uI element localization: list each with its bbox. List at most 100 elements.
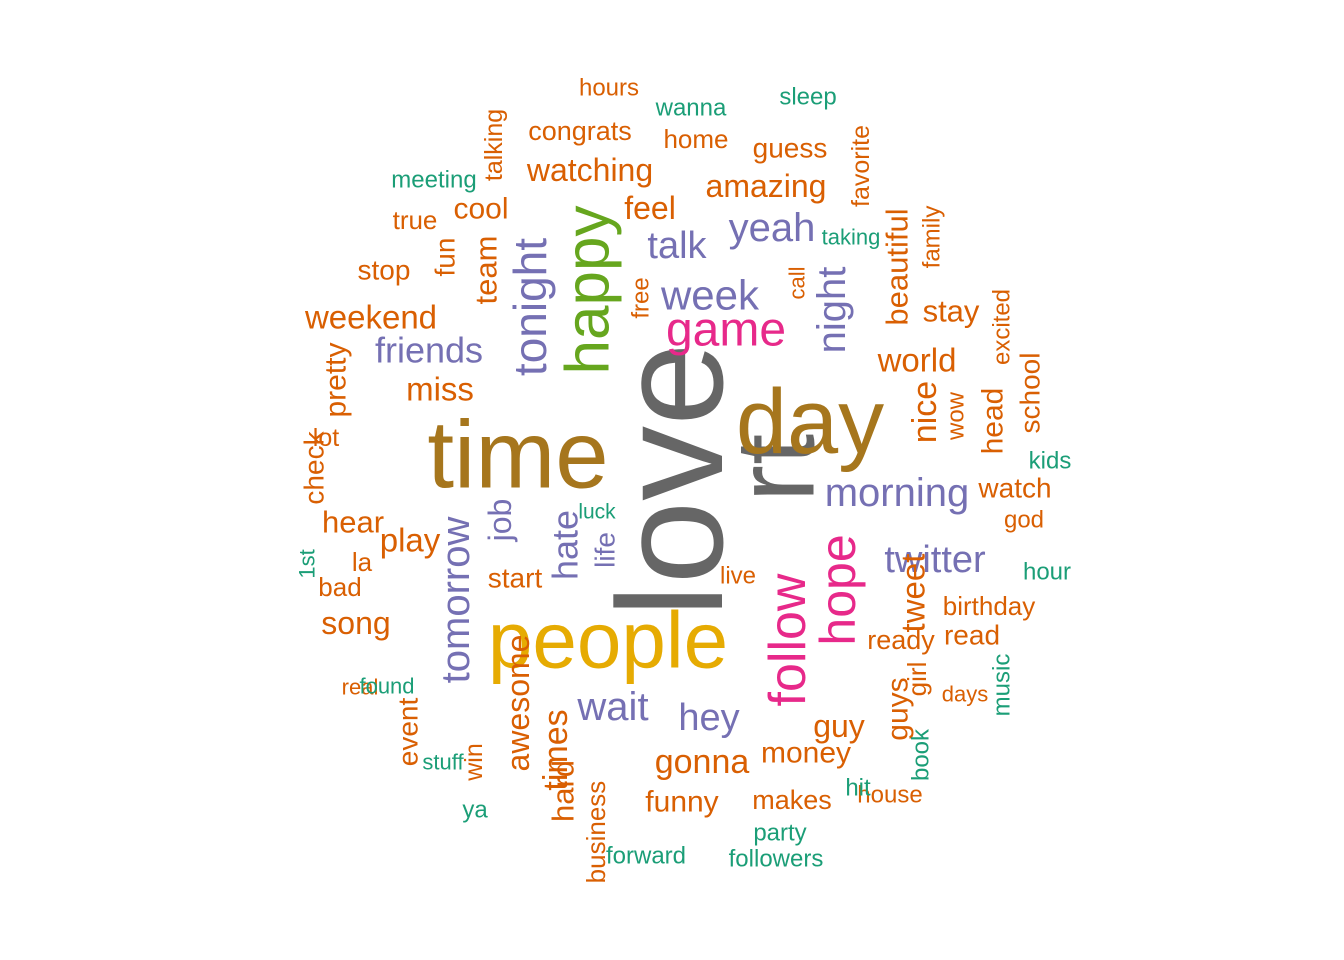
word-real: real bbox=[342, 675, 379, 700]
word-play: play bbox=[380, 522, 441, 559]
word-book: book bbox=[908, 728, 935, 781]
word-true: true bbox=[393, 205, 438, 235]
word-forward: forward bbox=[606, 843, 686, 870]
word-team: team bbox=[469, 236, 504, 305]
word-week: week bbox=[660, 272, 760, 319]
word-1st: 1st bbox=[295, 549, 320, 578]
word-talk: talk bbox=[647, 225, 707, 267]
word-stay: stay bbox=[923, 294, 980, 329]
word-miss: miss bbox=[406, 371, 474, 408]
word-awesome: awesome bbox=[500, 635, 536, 772]
word-found: found bbox=[359, 674, 414, 699]
word-hard: hard bbox=[546, 760, 581, 822]
word-happy: happy bbox=[554, 206, 623, 375]
word-love: love bbox=[586, 342, 754, 617]
word-ready: ready bbox=[867, 625, 935, 655]
word-favorite: favorite bbox=[847, 125, 875, 207]
word-time: time bbox=[427, 402, 608, 509]
word-free: free bbox=[628, 277, 655, 318]
word-luck: luck bbox=[578, 501, 616, 524]
word-family: family bbox=[919, 206, 946, 269]
word-morning: morning bbox=[825, 471, 970, 515]
word-hear: hear bbox=[322, 505, 384, 540]
word-hate: hate bbox=[545, 510, 586, 580]
word-makes: makes bbox=[752, 785, 832, 815]
word-excited: excited bbox=[989, 289, 1016, 365]
word-cool: cool bbox=[453, 193, 508, 226]
word-sleep: sleep bbox=[779, 84, 836, 111]
word-beautiful: beautiful bbox=[880, 208, 915, 325]
word-win: win bbox=[460, 743, 488, 782]
word-talking: talking bbox=[480, 109, 508, 181]
word-business: business bbox=[581, 781, 611, 884]
word-la: la bbox=[352, 547, 373, 577]
word-tonight: tonight bbox=[504, 238, 556, 376]
word-hey: hey bbox=[678, 697, 739, 739]
word-rt: rt bbox=[713, 434, 838, 502]
word-lot: lot bbox=[313, 424, 339, 452]
word-guy: guy bbox=[813, 708, 865, 744]
word-home: home bbox=[663, 124, 728, 154]
word-song: song bbox=[321, 605, 390, 641]
word-bad: bad bbox=[318, 572, 361, 602]
word-wanna: wanna bbox=[655, 95, 727, 122]
word-wait: wait bbox=[576, 685, 648, 729]
word-life: life bbox=[590, 532, 621, 568]
word-stuff: stuff bbox=[422, 750, 464, 775]
word-people: people bbox=[488, 596, 728, 685]
word-hour: hour bbox=[1023, 559, 1071, 586]
word-yeah: yeah bbox=[729, 206, 816, 250]
word-school: school bbox=[1015, 353, 1046, 434]
word-call: call bbox=[785, 266, 810, 299]
word-followers: followers bbox=[729, 846, 824, 873]
word-watching: watching bbox=[526, 152, 653, 188]
word-guys: guys bbox=[882, 677, 915, 740]
word-gonna: gonna bbox=[655, 743, 750, 781]
word-guess: guess bbox=[753, 133, 828, 164]
word-kids: kids bbox=[1029, 448, 1072, 475]
word-night: night bbox=[810, 267, 854, 354]
word-watch: watch bbox=[977, 473, 1051, 504]
word-live: live bbox=[720, 563, 756, 590]
word-feel: feel bbox=[624, 190, 676, 226]
word-head: head bbox=[977, 388, 1010, 455]
word-wow: wow bbox=[943, 391, 970, 441]
word-congrats: congrats bbox=[528, 116, 632, 146]
word-music: music bbox=[989, 654, 1016, 717]
word-ya: ya bbox=[462, 797, 488, 824]
word-funny: funny bbox=[645, 786, 718, 819]
word-tweet: tweet bbox=[895, 554, 932, 633]
word-follow: follow bbox=[759, 573, 817, 706]
word-start: start bbox=[488, 563, 543, 594]
word-times: times bbox=[537, 709, 575, 790]
word-game: game bbox=[666, 304, 786, 357]
word-tomorrow: tomorrow bbox=[434, 517, 478, 684]
word-days: days bbox=[942, 682, 988, 707]
word-event: event bbox=[393, 698, 424, 767]
word-fun: fun bbox=[430, 238, 461, 277]
word-weekend: weekend bbox=[304, 299, 437, 336]
word-day: day bbox=[736, 371, 884, 473]
word-pretty: pretty bbox=[320, 342, 353, 417]
word-hit: hit bbox=[845, 775, 871, 802]
word-taking: taking bbox=[822, 225, 881, 250]
word-world: world bbox=[877, 342, 957, 379]
word-meeting: meeting bbox=[391, 167, 476, 194]
word-god: god bbox=[1004, 507, 1044, 534]
word-friends: friends bbox=[375, 330, 483, 371]
word-house: house bbox=[857, 782, 922, 809]
word-read: read bbox=[944, 620, 1000, 651]
word-twitter: twitter bbox=[884, 539, 986, 581]
word-party: party bbox=[753, 820, 806, 847]
word-amazing: amazing bbox=[706, 168, 827, 204]
word-hours: hours bbox=[579, 75, 639, 102]
word-hope: hope bbox=[810, 534, 866, 645]
word-money: money bbox=[761, 737, 851, 770]
word-job: job bbox=[482, 499, 518, 543]
word-stop: stop bbox=[358, 255, 411, 286]
word-girl: girl bbox=[902, 662, 932, 697]
word-check: check bbox=[299, 430, 330, 504]
word-nice: nice bbox=[906, 381, 944, 443]
word-birthday: birthday bbox=[943, 591, 1036, 621]
